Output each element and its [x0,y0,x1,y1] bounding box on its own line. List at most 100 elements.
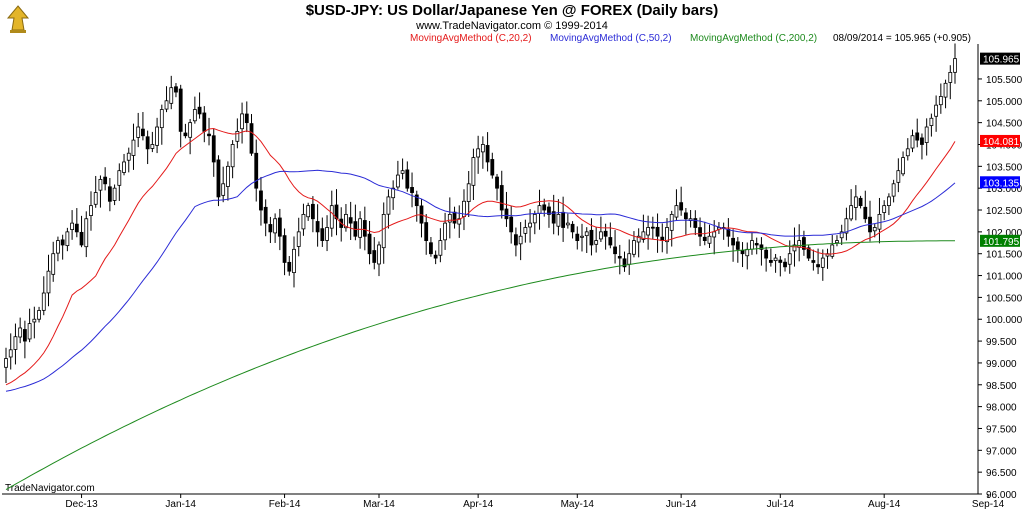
candle-body [589,229,594,246]
candle-body [414,194,419,207]
candle-body [773,257,778,262]
candle-body [197,106,202,115]
candle-body [74,223,79,233]
y-tick-label: 97.000 [986,446,1017,457]
y-tick-label: 103.500 [986,162,1023,173]
x-tick-label: May-14 [561,499,595,510]
price-tag-label: 101.795 [983,237,1020,248]
candle-body [325,227,329,241]
candle-body [617,256,622,259]
price-tag [980,176,1020,189]
candle-body [905,148,910,157]
candle-body [391,187,396,199]
candle-body [447,213,452,223]
candle-body [679,202,684,211]
candle-body [381,213,386,249]
candle-body [683,212,688,220]
candle-body [211,135,216,163]
candle-body [221,183,226,196]
x-tick-label: Jun-14 [666,499,697,510]
candle-body [169,87,174,104]
candle-body [141,128,145,137]
candle-body [674,205,679,218]
candle-body [891,183,896,197]
candle-body [476,148,481,158]
x-tick-label: Aug-14 [868,499,901,510]
y-tick-label: 98.000 [986,403,1017,414]
chart-title: $USD-JPY: US Dollar/Japanese Yen @ FOREX… [305,2,719,19]
candle-body [329,205,334,229]
candle-body [764,249,769,259]
y-tick-label: 99.000 [986,359,1017,370]
watermark: TradeNavigator.com [5,483,95,494]
candle-body [155,126,159,146]
candle-body [358,218,363,238]
y-tick-label: 100.000 [986,315,1023,326]
x-tick-label: Jan-14 [165,499,196,510]
candle-body [32,318,37,323]
candle-body [98,179,103,191]
candle-body [310,203,315,220]
candle-body [89,205,93,216]
candle-body [131,139,136,156]
candle-body [731,237,735,246]
candle-body [768,260,773,263]
candle-body [924,126,929,143]
candle-body [523,227,528,234]
candle-body [452,211,457,224]
candle-body [4,358,8,368]
y-tick-label: 101.500 [986,250,1023,261]
price-tag-label: 103.135 [983,178,1020,189]
candle-body [561,211,566,228]
price-tag [980,52,1020,65]
candle-body [518,235,523,245]
candle-body [93,192,98,205]
candle-body [863,206,868,220]
price-tag-label: 104.081 [983,137,1020,148]
candle-body [608,237,613,246]
candle-body [938,96,943,106]
candle-body [296,231,301,247]
candle-body [103,176,108,185]
candle-body [178,88,183,132]
candle-body [844,218,849,234]
candle-body [551,211,556,224]
candle-body [216,159,221,198]
candle-body [433,254,438,259]
price-tag [980,234,1020,247]
candle-body [853,196,858,208]
candle-body [8,349,13,358]
candle-body [268,224,273,233]
candle-body [650,226,655,229]
candle-body [471,157,476,186]
candle-body [126,152,131,161]
candle-body [84,218,89,248]
candle-body [858,197,863,207]
candle-body [367,233,372,255]
candle-body [598,231,603,240]
candle-body [485,145,490,163]
x-tick-label: Feb-14 [269,499,301,510]
candle-body [901,157,905,175]
candle-body [929,117,934,126]
candle-body [707,235,712,244]
candle-body [235,130,240,142]
price-tag [980,134,1020,147]
legend-ma200: MovingAvgMethod (C,200,2) [690,33,818,44]
candle-body [542,204,547,211]
candle-body [499,185,504,211]
candle-body [806,247,811,259]
candle-body [192,109,197,122]
x-tick-label: Mar-14 [363,499,395,510]
candle-body [896,170,901,183]
y-tick-label: 97.500 [986,424,1017,435]
candle-body [362,220,367,237]
candle-body [584,231,589,237]
candle-body [632,240,636,255]
candle-body [565,222,570,226]
candle-body [282,235,287,263]
ma20-line [5,127,956,386]
candle-body [532,213,537,224]
candle-body [655,226,660,237]
candle-body [60,239,65,246]
